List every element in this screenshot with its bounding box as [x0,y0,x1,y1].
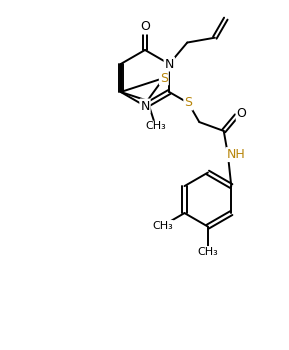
Text: NH: NH [227,148,245,161]
Text: N: N [164,57,174,70]
Text: CH₃: CH₃ [145,121,166,131]
Text: CH₃: CH₃ [197,247,218,257]
Text: N: N [140,99,150,112]
Text: O: O [237,107,247,120]
Text: CH₃: CH₃ [153,220,173,231]
Text: O: O [140,21,150,34]
Text: S: S [160,71,168,84]
Text: S: S [184,97,192,110]
